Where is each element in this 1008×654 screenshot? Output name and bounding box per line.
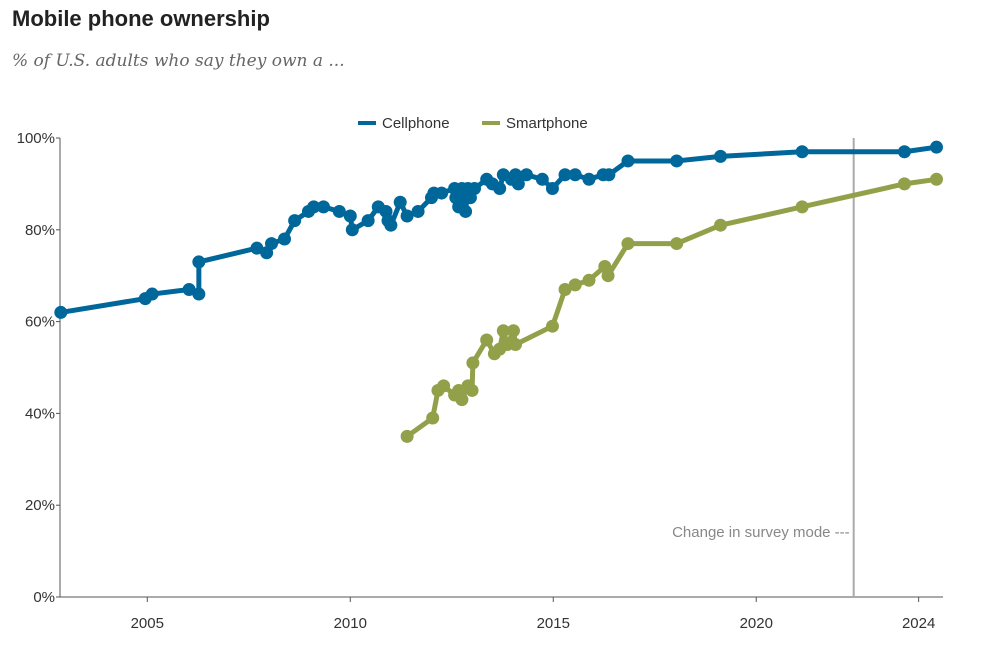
data-point-cellphone (316, 200, 330, 214)
data-point-cellphone (192, 255, 206, 269)
legend-label-cellphone: Cellphone (382, 115, 450, 132)
data-point-cellphone (795, 145, 809, 159)
x-tick-label: 2024 (902, 615, 935, 632)
data-point-smartphone (582, 273, 596, 287)
data-point-cellphone (400, 209, 414, 223)
data-point-cellphone (145, 287, 159, 301)
data-point-smartphone (795, 200, 809, 214)
data-point-cellphone (459, 204, 473, 218)
y-tick-label: 20% (25, 497, 55, 514)
y-tick-label: 60% (25, 314, 55, 331)
data-point-cellphone (182, 282, 196, 296)
data-point-smartphone (621, 237, 635, 251)
data-point-cellphone (192, 287, 206, 301)
data-point-cellphone (393, 195, 407, 209)
survey-mode-annotation: Change in survey mode --- (672, 524, 850, 541)
data-point-cellphone (278, 232, 292, 246)
data-point-smartphone (400, 429, 414, 443)
series-line-smartphone (405, 176, 937, 439)
data-point-cellphone (361, 214, 375, 228)
data-point-smartphone (897, 177, 911, 191)
data-point-cellphone (545, 181, 559, 195)
data-point-cellphone (411, 204, 425, 218)
data-point-cellphone (332, 204, 346, 218)
data-point-cellphone (493, 181, 507, 195)
data-point-cellphone (602, 168, 616, 182)
data-point-cellphone (307, 200, 321, 214)
y-tick-label: 80% (25, 222, 55, 239)
y-tick-label: 40% (25, 405, 55, 422)
data-point-cellphone (511, 177, 525, 191)
data-point-cellphone (621, 154, 635, 168)
data-point-smartphone (426, 411, 440, 425)
legend-label-smartphone: Smartphone (506, 115, 588, 132)
data-point-smartphone (506, 324, 520, 338)
x-tick-label: 2015 (537, 615, 570, 632)
data-point-cellphone (897, 145, 911, 159)
y-tick-label: 100% (17, 130, 55, 147)
data-point-cellphone (343, 209, 357, 223)
data-point-cellphone (535, 172, 549, 186)
data-point-smartphone (465, 383, 479, 397)
data-point-smartphone (455, 393, 469, 407)
data-point-smartphone (714, 218, 728, 232)
data-point-smartphone (930, 172, 944, 186)
data-point-cellphone (54, 305, 68, 319)
x-tick-label: 2005 (131, 615, 164, 632)
y-tick-label: 0% (33, 589, 55, 606)
data-point-cellphone (519, 168, 533, 182)
data-point-smartphone (480, 333, 494, 347)
data-point-cellphone (435, 186, 449, 200)
data-point-cellphone (345, 223, 359, 237)
data-point-cellphone (384, 218, 398, 232)
data-point-cellphone (930, 140, 944, 154)
chart-subtitle: % of U.S. adults who say they own a ... (12, 51, 345, 71)
data-point-cellphone (468, 181, 482, 195)
data-point-smartphone (601, 269, 615, 283)
data-point-smartphone (466, 356, 480, 370)
data-point-smartphone (558, 282, 572, 296)
data-point-smartphone (496, 324, 510, 338)
data-point-cellphone (288, 214, 302, 228)
data-point-smartphone (670, 237, 684, 251)
data-point-smartphone (545, 319, 559, 333)
x-tick-label: 2010 (334, 615, 367, 632)
data-point-cellphone (265, 237, 279, 251)
data-point-cellphone (670, 154, 684, 168)
data-point-smartphone (568, 278, 582, 292)
data-point-smartphone (509, 338, 523, 352)
chart-title: Mobile phone ownership (12, 6, 270, 31)
data-point-cellphone (558, 168, 572, 182)
data-point-smartphone (437, 379, 451, 393)
data-point-cellphone (714, 149, 728, 163)
data-point-cellphone (582, 172, 596, 186)
x-tick-label: 2020 (740, 615, 773, 632)
data-point-cellphone (250, 241, 264, 255)
data-point-cellphone (568, 168, 582, 182)
